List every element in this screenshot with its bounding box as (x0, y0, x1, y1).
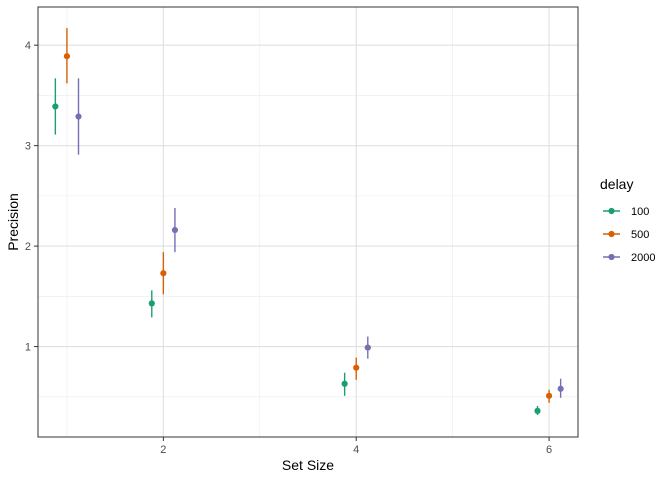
y-tick-label: 1 (25, 342, 31, 354)
data-marks (52, 28, 564, 415)
data-point (534, 407, 541, 414)
y-tick-label: 4 (25, 40, 31, 52)
data-point (171, 226, 179, 234)
major-gridlines (38, 7, 578, 437)
data-point (364, 344, 371, 351)
data-point (75, 113, 82, 120)
x-tick-label: 6 (546, 444, 552, 456)
legend-key-point (608, 207, 615, 215)
legend-label: 100 (631, 206, 649, 218)
y-axis-title: Precision (5, 193, 21, 251)
legend: delay 100 500 2000 (600, 176, 655, 264)
minor-gridlines (38, 7, 578, 437)
x-tick-label: 2 (160, 444, 166, 456)
plot-background (38, 7, 578, 437)
x-axis-ticks: 2 4 6 (160, 437, 552, 456)
x-tick-label: 4 (353, 444, 359, 456)
x-axis-title: Set Size (282, 457, 334, 473)
data-point (148, 300, 155, 307)
legend-key-point (608, 230, 615, 238)
legend-label: 2000 (631, 252, 655, 264)
data-point (63, 53, 71, 60)
legend-label: 500 (631, 229, 649, 241)
y-axis-ticks: 1 2 3 4 (25, 40, 38, 354)
data-point (52, 103, 59, 110)
data-point (353, 364, 360, 371)
y-tick-label: 2 (25, 241, 31, 253)
data-point (545, 392, 553, 399)
y-tick-label: 3 (25, 141, 31, 153)
legend-key-point (608, 253, 615, 261)
legend-title: delay (600, 176, 633, 192)
data-point (341, 380, 348, 387)
data-point (557, 385, 564, 392)
data-point (160, 270, 167, 277)
plot-border (37, 6, 579, 438)
